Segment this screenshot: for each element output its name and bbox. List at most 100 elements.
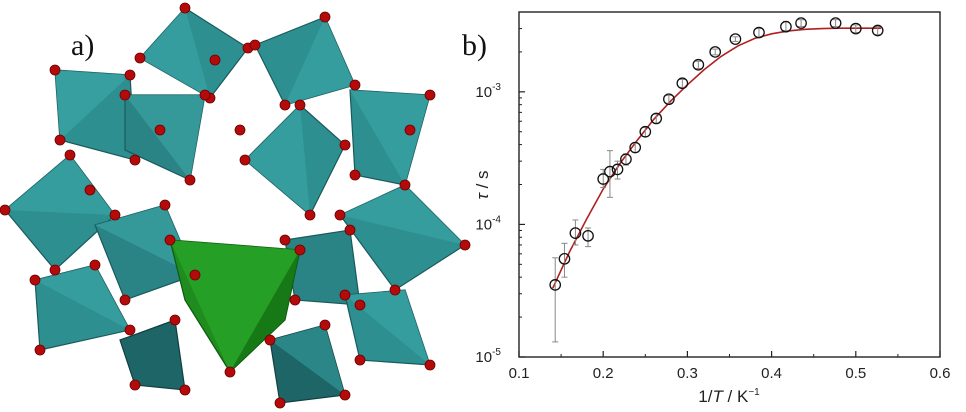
oxygen-atom-icon	[349, 169, 361, 181]
oxygen-atom-icon	[344, 224, 356, 236]
oxygen-atom-icon	[129, 379, 141, 391]
oxygen-atom-icon	[119, 89, 131, 101]
oxygen-atom-icon	[249, 39, 261, 51]
data-point	[569, 227, 582, 239]
x-axis-title: 1/T / K−1	[698, 387, 760, 406]
oxygen-atom-icon	[124, 324, 136, 336]
green-tetrahedron-facet	[170, 240, 300, 372]
oxygen-atom-icon	[129, 154, 141, 166]
oxygen-atom-icon	[279, 99, 291, 111]
oxygen-atom-icon	[274, 397, 286, 409]
oxygen-atom-icon	[54, 134, 66, 146]
oxygen-atom-icon	[179, 2, 191, 14]
x-tick-label: 0.3	[677, 365, 698, 382]
fit-curve	[551, 27, 882, 289]
teal-octahedron-facet	[345, 290, 430, 365]
teal-octahedron-facet	[340, 185, 465, 245]
oxygen-atom-icon	[134, 52, 146, 64]
oxygen-atom-icon	[154, 124, 166, 136]
x-tick-label: 0.4	[761, 365, 782, 382]
data-point	[611, 163, 624, 176]
data-point	[650, 112, 663, 125]
oxygen-atom-icon	[29, 274, 41, 286]
error-bars-layer	[552, 19, 881, 343]
x-tick-label: 0.2	[593, 365, 614, 382]
oxygen-atom-icon	[34, 344, 46, 356]
data-point	[849, 22, 862, 35]
oxygen-atom-icon	[164, 234, 176, 246]
teal-octahedron-facet	[270, 325, 345, 395]
oxygen-atom-icon	[264, 334, 276, 346]
y-axis-title: τ / s	[473, 170, 492, 199]
oxygen-atom-icon	[304, 209, 316, 221]
oxygen-atom-icon	[404, 124, 416, 136]
data-point	[604, 165, 616, 178]
oxygen-atom-icon	[279, 234, 291, 246]
y-tick-label: 10-5	[475, 347, 501, 366]
green-tetrahedron-facet	[230, 250, 300, 372]
polyoxometalate-structure-panel: a)	[0, 2, 471, 409]
data-point	[597, 173, 610, 185]
oxygen-atom-icon	[209, 54, 221, 66]
teal-octahedron-facet	[285, 17, 355, 105]
teal-octahedron-facet	[5, 155, 115, 215]
data-points-layer	[549, 17, 884, 291]
central-green-tetrahedron	[169, 239, 301, 373]
oxygen-atom-icon	[399, 179, 411, 191]
oxygen-atom-icon	[234, 124, 246, 136]
oxygen-atom-icon	[294, 99, 306, 111]
data-point	[558, 252, 571, 265]
oxygen-atom-icon	[334, 209, 346, 221]
data-point	[582, 229, 594, 242]
oxygen-atom-icon	[339, 389, 351, 401]
oxygen-atom-icon	[119, 294, 131, 306]
teal-octahedron-facet	[35, 265, 130, 330]
teal-octahedron-facet	[350, 90, 430, 185]
oxygen-atom-icon	[319, 11, 331, 23]
oxygen-atom-icon	[354, 354, 366, 366]
plot-frame	[518, 11, 941, 358]
data-point	[620, 153, 632, 166]
data-point	[871, 24, 884, 37]
oxygen-atom-icon	[84, 184, 96, 196]
data-point	[692, 58, 705, 71]
data-point	[780, 20, 792, 33]
oxygen-atom-icon	[199, 89, 211, 101]
oxygen-atoms	[0, 2, 471, 409]
data-point	[639, 125, 652, 138]
data-point	[829, 17, 842, 29]
teal-octahedron-facet	[95, 205, 195, 275]
oxygen-atom-icon	[159, 199, 171, 211]
x-tick-label: 0.5	[845, 365, 866, 382]
oxygen-atom-icon	[89, 259, 101, 271]
oxygen-atom-icon	[189, 269, 201, 281]
oxygen-atom-icon	[179, 384, 191, 396]
oxygen-atom-icon	[169, 314, 181, 326]
data-point	[663, 93, 675, 106]
y-tick-label: 10-4	[475, 214, 501, 233]
oxygen-atom-icon	[339, 289, 351, 301]
oxygen-atom-icon	[239, 154, 251, 166]
teal-octahedron-facet	[55, 70, 130, 140]
oxygen-atom-icon	[124, 69, 136, 81]
data-point	[753, 26, 765, 39]
teal-octahedron-facet	[125, 95, 205, 180]
oxygen-atom-icon	[109, 209, 121, 221]
oxygen-atom-icon	[319, 319, 331, 331]
fit-curve-layer	[551, 27, 882, 289]
oxygen-atom-icon	[224, 366, 236, 378]
oxygen-atom-icon	[389, 284, 401, 296]
data-point	[629, 141, 642, 154]
oxygen-atom-icon	[64, 149, 76, 161]
oxygen-atom-icon	[349, 79, 361, 91]
panel-a-label: a)	[71, 29, 94, 62]
oxygen-atom-icon	[424, 89, 436, 101]
data-point	[729, 33, 742, 45]
oxygen-atom-icon	[49, 64, 61, 76]
oxygen-atom-icon	[294, 244, 306, 256]
data-point	[795, 17, 807, 29]
oxygen-atom-icon	[459, 239, 471, 251]
oxygen-atom-icon	[289, 294, 301, 306]
data-point	[709, 46, 722, 58]
